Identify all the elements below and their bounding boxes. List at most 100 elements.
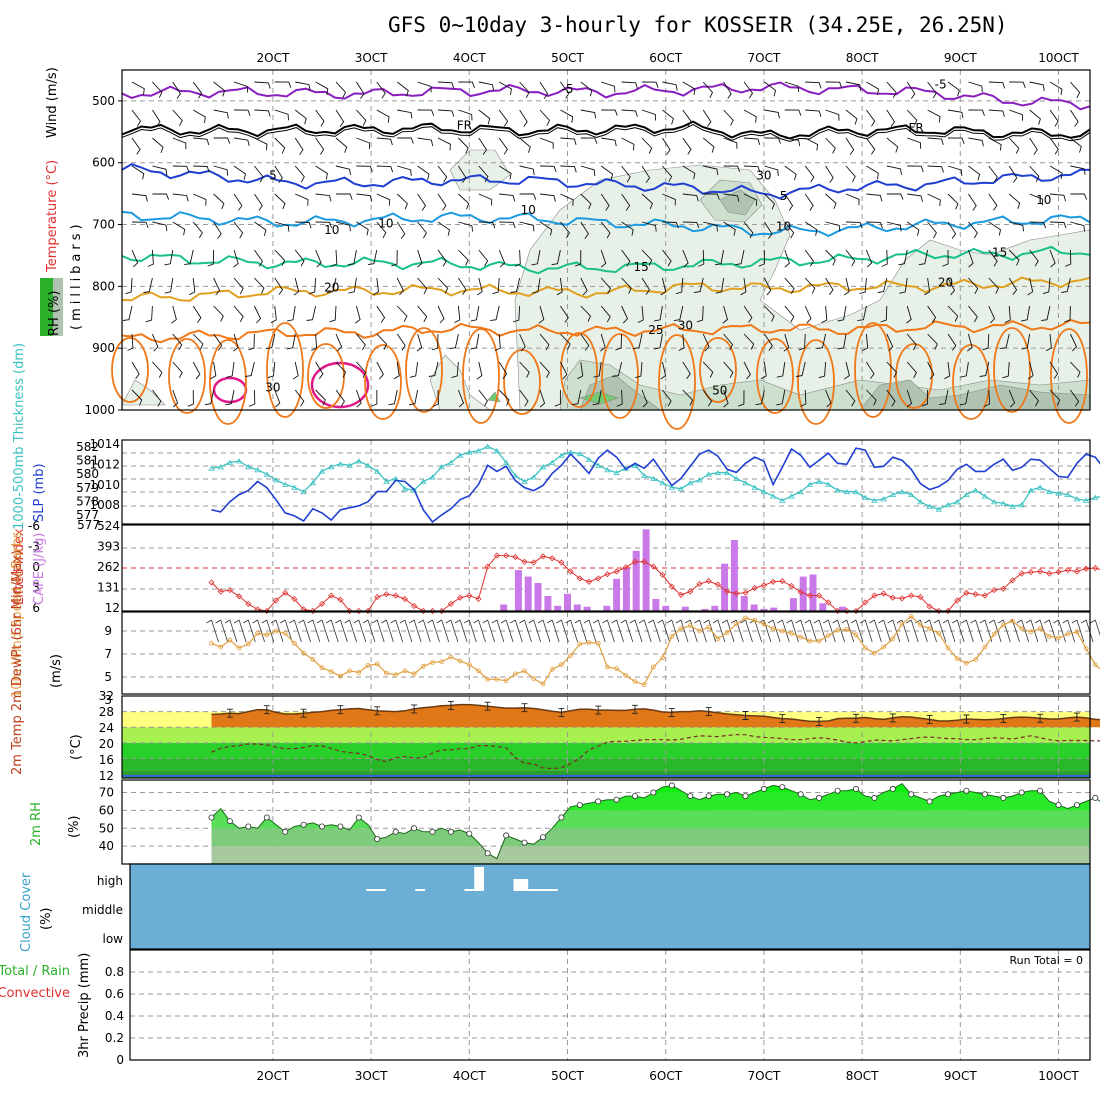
thickness-point bbox=[963, 491, 970, 497]
surface-wind-barb bbox=[832, 619, 845, 643]
surface-wind-barb bbox=[482, 619, 496, 643]
cape-ticks: -6 -3 0 3 6 524 393 262 131 12 bbox=[28, 519, 120, 615]
thickness-point bbox=[797, 488, 804, 495]
wind-barb bbox=[804, 305, 812, 324]
wind-barb bbox=[702, 361, 714, 378]
wind-barb bbox=[723, 333, 734, 351]
li-point bbox=[687, 588, 694, 595]
contour-line bbox=[121, 318, 1091, 344]
thickness-point bbox=[263, 471, 271, 477]
surface-wind-barb bbox=[574, 619, 588, 643]
wind-barb bbox=[329, 305, 337, 323]
li-point bbox=[1046, 570, 1053, 577]
temp-errorbar bbox=[926, 714, 933, 724]
li-tick: -6 bbox=[28, 519, 40, 533]
wind-barb bbox=[1029, 221, 1047, 229]
wind-tick: 3 bbox=[104, 693, 112, 707]
contour-label: -5 bbox=[935, 78, 947, 92]
wind-barb bbox=[682, 109, 692, 127]
rh-point bbox=[282, 828, 289, 835]
temp-series bbox=[211, 700, 1100, 770]
rh-point bbox=[576, 802, 583, 809]
wind-barb bbox=[311, 333, 318, 351]
thickness-point bbox=[815, 478, 823, 484]
temp-tick: 16 bbox=[99, 753, 114, 767]
wind-barb bbox=[396, 81, 409, 97]
wind-barb bbox=[857, 305, 867, 322]
wind-barb bbox=[207, 249, 215, 267]
thickness-point bbox=[1064, 491, 1071, 497]
thickness-label: 1000-500mb Thickness (dm) bbox=[12, 343, 27, 530]
wind-speed-point bbox=[595, 640, 601, 646]
temp-errorbar bbox=[632, 704, 638, 714]
wind-barb bbox=[947, 165, 963, 177]
wind-barb bbox=[458, 193, 470, 210]
wind-barb bbox=[254, 165, 264, 183]
cape-bar bbox=[799, 576, 807, 611]
thickness-point bbox=[880, 496, 887, 502]
rh-point bbox=[705, 793, 712, 800]
wind-barb bbox=[845, 193, 860, 206]
surface-wind-barb bbox=[565, 619, 578, 643]
run-total-label: Run Total = 0 bbox=[1010, 954, 1084, 967]
contour-25-loop bbox=[797, 339, 835, 425]
thickness-point bbox=[373, 468, 381, 474]
li-point bbox=[613, 568, 620, 575]
surface-wind-barb bbox=[279, 619, 293, 643]
wind-barb bbox=[122, 305, 133, 321]
rh-label: RH (%) bbox=[47, 291, 62, 336]
thickness-tick: 580 bbox=[76, 467, 99, 481]
wind-speed-point bbox=[1010, 618, 1015, 624]
wind-speed-point bbox=[899, 621, 905, 627]
wind-barb bbox=[409, 361, 419, 378]
surface-wind-barb bbox=[537, 619, 551, 643]
wind-barb bbox=[437, 277, 449, 294]
rh-point bbox=[484, 850, 491, 857]
wind-barb bbox=[376, 221, 387, 239]
thickness-point bbox=[429, 474, 436, 480]
wind-barb bbox=[428, 361, 439, 377]
wind-barb bbox=[764, 193, 776, 210]
wind-speed-point bbox=[862, 645, 868, 651]
wind-barb bbox=[621, 221, 634, 236]
wind-barb bbox=[396, 277, 404, 296]
wind-barb bbox=[371, 389, 378, 407]
surface-wind-barb bbox=[1062, 619, 1076, 643]
wind-barb bbox=[635, 361, 643, 379]
li-point bbox=[880, 590, 887, 597]
thickness-point bbox=[309, 480, 317, 486]
thickness-point bbox=[539, 464, 547, 470]
li-point bbox=[770, 578, 777, 585]
wind-barb bbox=[743, 165, 761, 173]
rh-point bbox=[374, 836, 381, 843]
li-tick: -3 bbox=[28, 540, 40, 554]
wind-barb bbox=[877, 277, 888, 293]
wind-barb bbox=[131, 193, 148, 202]
cloud-label: Cloud Cover bbox=[19, 872, 34, 952]
wind-barb bbox=[458, 81, 475, 88]
contour-line bbox=[121, 120, 1091, 140]
wind-barb bbox=[764, 165, 779, 177]
wind-barb bbox=[356, 333, 366, 351]
wind-barb bbox=[531, 249, 541, 266]
wind-barb bbox=[1009, 109, 1023, 121]
wind-barb bbox=[192, 221, 203, 239]
wind-barb bbox=[899, 277, 908, 294]
thickness-point bbox=[346, 462, 353, 468]
wind-barb bbox=[927, 305, 937, 323]
wind-speed-point bbox=[531, 676, 537, 681]
wind-barb bbox=[764, 109, 780, 119]
wind-speed-point bbox=[559, 662, 564, 668]
li-tick: 0 bbox=[32, 560, 40, 574]
wind-barb bbox=[514, 249, 521, 267]
wind-barb bbox=[315, 389, 326, 406]
wind-barb bbox=[356, 361, 367, 379]
surface-wind-barb bbox=[464, 619, 477, 643]
wind-barb bbox=[723, 389, 729, 408]
temp-errorbar bbox=[263, 705, 270, 715]
wind-barb bbox=[702, 81, 714, 99]
wind-barb bbox=[478, 137, 488, 155]
wind-barb bbox=[560, 193, 574, 206]
thickness-point bbox=[300, 488, 307, 495]
wind-speed-point bbox=[706, 624, 712, 630]
